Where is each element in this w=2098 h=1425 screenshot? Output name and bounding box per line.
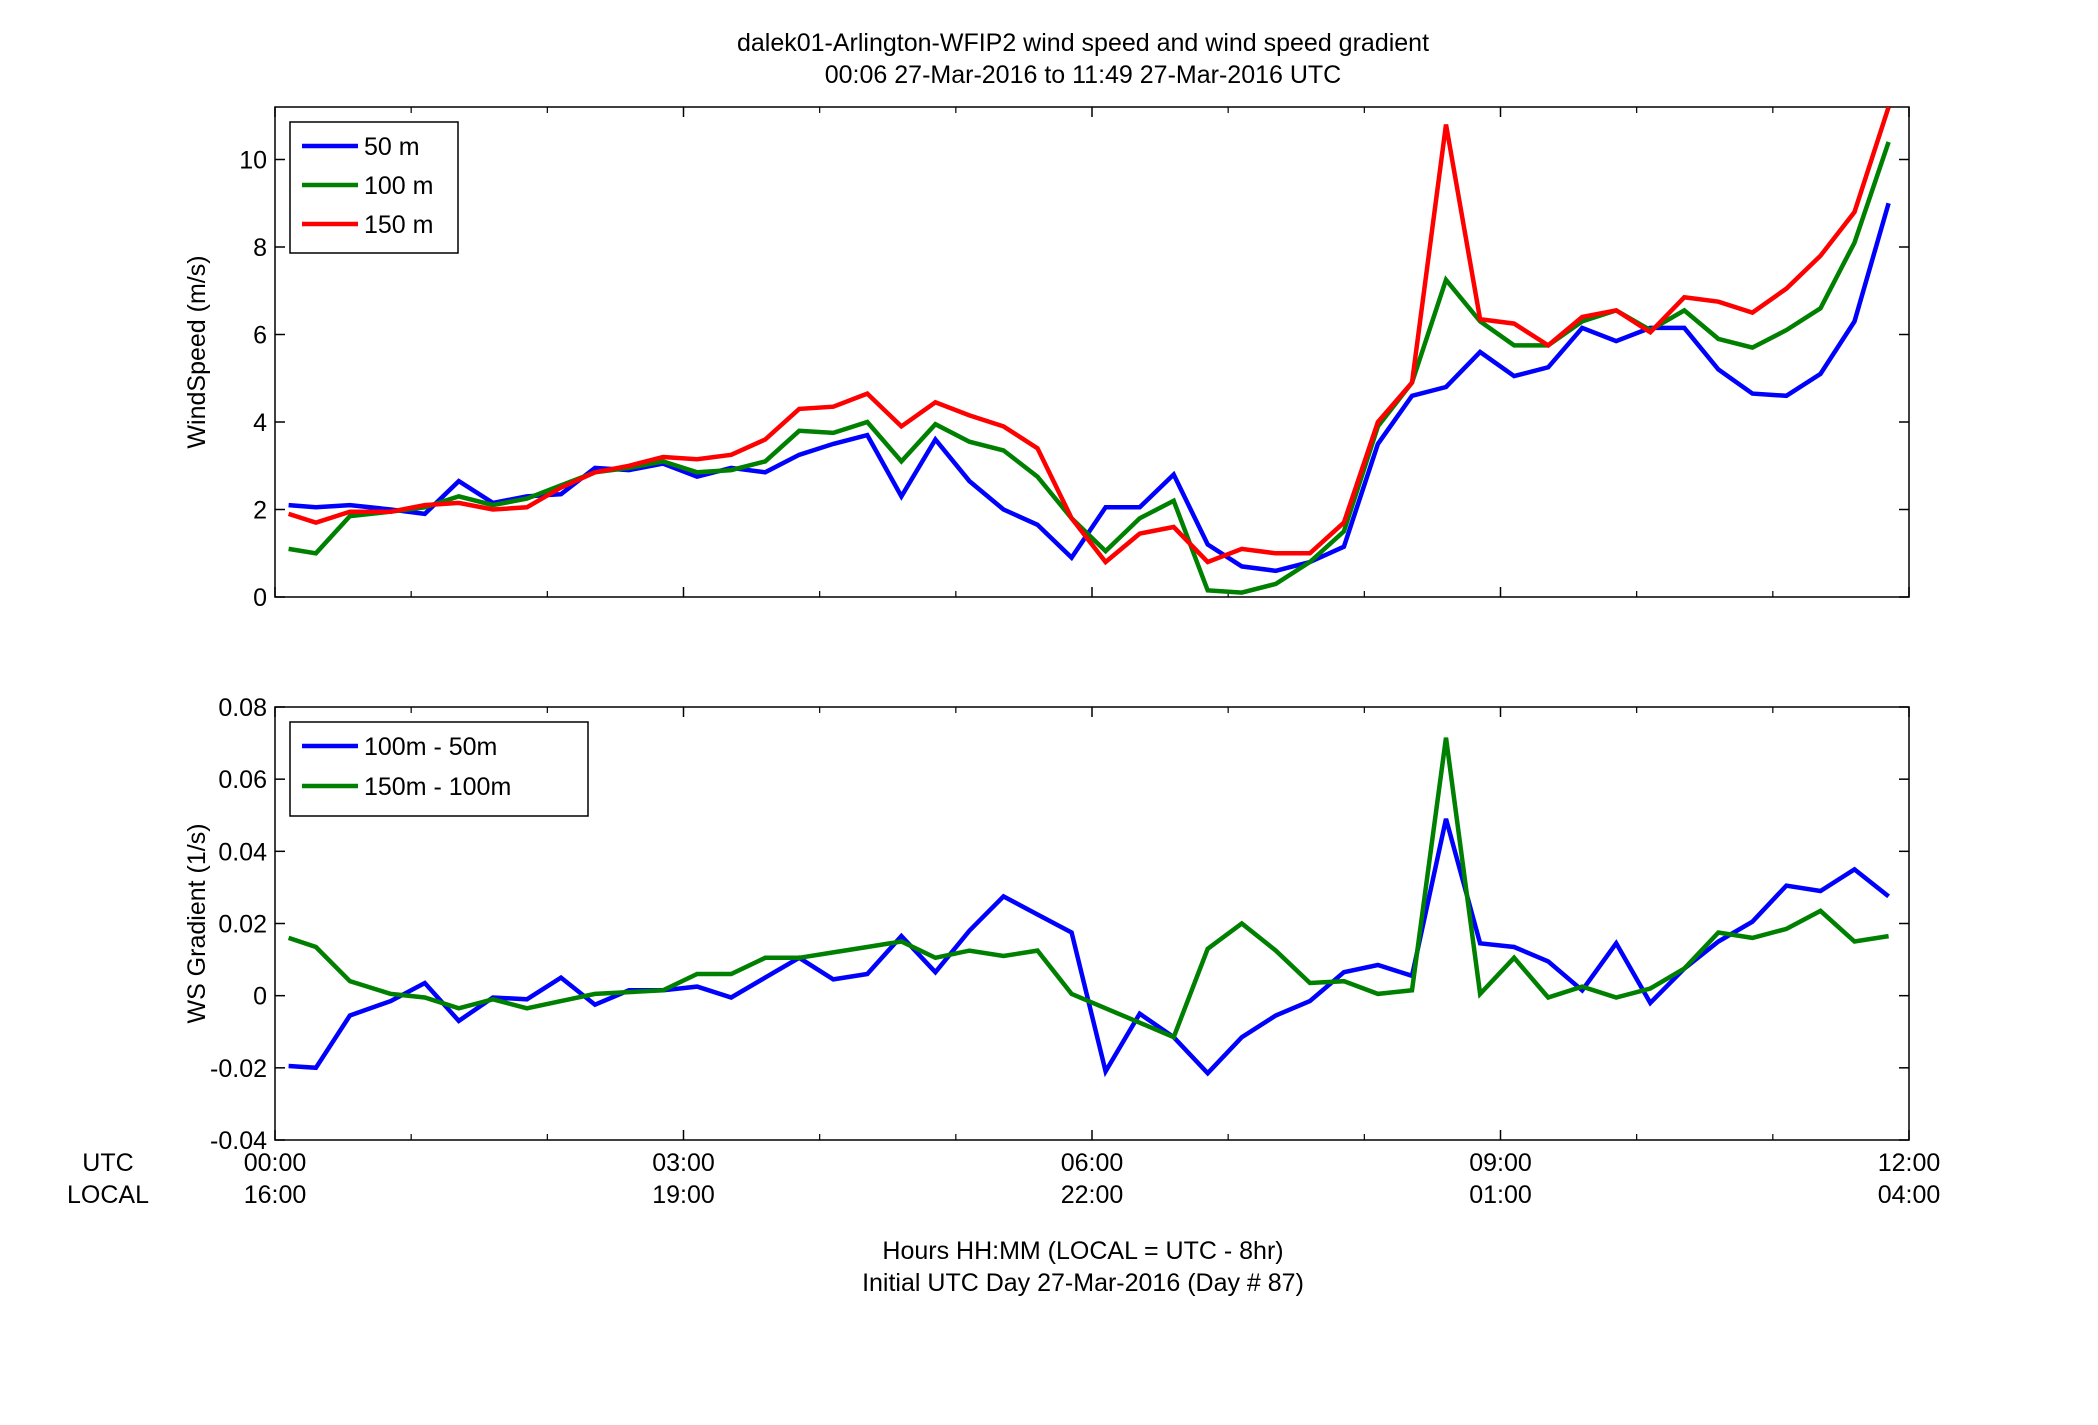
y-tick-label: 0 [253,983,267,1011]
y-tick-label: 0.04 [218,838,267,866]
y-tick-label: 8 [253,234,267,262]
y-tick-label: 4 [253,409,267,437]
y-tick-label: 0 [253,584,267,612]
y-axis-label: WS Gradient (1/s) [183,823,211,1023]
row-label-utc: UTC [82,1149,133,1177]
series-line-150m-100m [287,737,1889,1041]
y-tick-label: -0.02 [210,1055,267,1083]
x-tick-label-utc: 06:00 [1061,1149,1124,1177]
figure-title-line1: dalek01-Arlington-WFIP2 wind speed and w… [737,29,1429,57]
legend-label: 150 m [364,211,433,239]
x-tick-label-local: 01:00 [1469,1181,1532,1209]
x-tick-label-utc: 09:00 [1469,1149,1532,1177]
y-tick-label: 0.08 [218,694,267,722]
legend-label: 100 m [364,172,433,200]
legend [289,721,589,817]
plot-area [274,106,1910,598]
x-tick-label-utc: 00:00 [244,1149,307,1177]
series-line-150-m [287,107,1891,566]
y-tick-label: 10 [239,147,267,175]
windspeed-panel: 0 2 4 6 8 10 WindSpeed (m/s) 50 m 100 m 150 m [183,106,1910,612]
y-tick-label: 6 [253,322,267,350]
x-axis-label-line1: Hours HH:MM (LOCAL = UTC - 8hr) [882,1237,1283,1265]
x-tick-label-local: 04:00 [1878,1181,1941,1209]
x-tick-label-local: 16:00 [244,1181,307,1209]
x-axis-label-line2: Initial UTC Day 27-Mar-2016 (Day # 87) [862,1269,1304,1297]
legend-label: 150m - 100m [364,773,511,801]
y-tick-label: -0.04 [210,1127,267,1155]
y-tick-label: 0.02 [218,911,267,939]
row-label-local: LOCAL [67,1181,149,1209]
x-tick-label-utc: 03:00 [652,1149,715,1177]
legend-label: 50 m [364,133,420,161]
x-tick-label-local: 19:00 [652,1181,715,1209]
y-axis-label: WindSpeed (m/s) [183,255,211,448]
y-tick-label: 0.06 [218,766,267,794]
legend-label: 100m - 50m [364,733,497,761]
x-tick-label-local: 22:00 [1061,1181,1124,1209]
figure-title-line2: 00:06 27-Mar-2016 to 11:49 27-Mar-2016 U… [825,61,1341,89]
y-tick-label: 2 [253,497,267,525]
gradient-panel: -0.04 -0.02 0 0.02 0.04 0.06 0.08 00:00 16:00 03:… [183,694,1940,1209]
x-tick-label-utc: 12:00 [1878,1149,1941,1177]
